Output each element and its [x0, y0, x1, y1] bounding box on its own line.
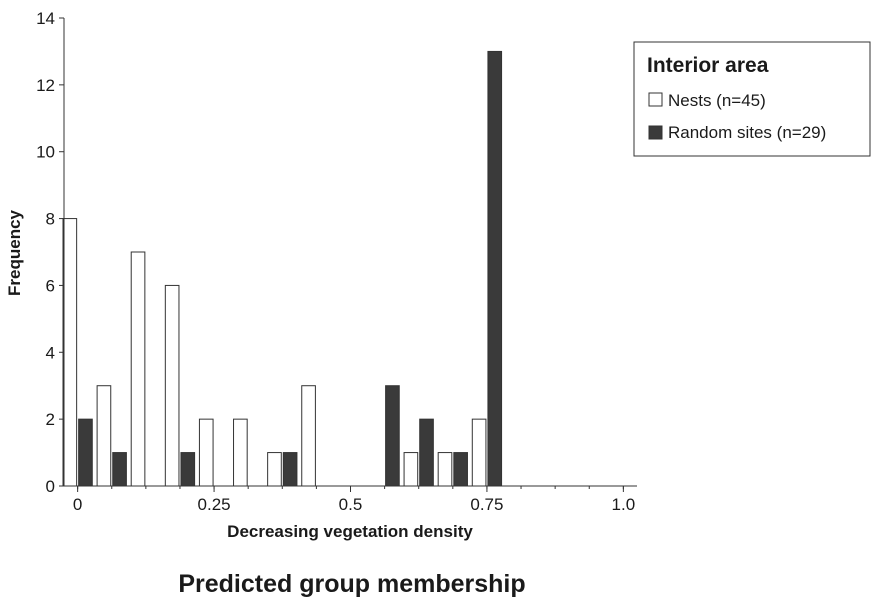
- y-tick-label: 14: [36, 9, 55, 28]
- bar-nests: [164, 284, 180, 487]
- plot-area: [62, 50, 503, 487]
- y-axis-title: Frequency: [5, 209, 24, 296]
- bar-nests: [471, 418, 487, 487]
- bar-random-sites: [112, 452, 127, 487]
- bar-nests: [403, 452, 419, 487]
- bar-random-sites: [419, 418, 434, 487]
- y-tick-label: 8: [46, 210, 55, 229]
- y-tick-label: 4: [46, 343, 55, 362]
- bar-nests: [301, 385, 316, 487]
- bar-nests: [130, 251, 146, 487]
- x-tick-label: 0: [73, 495, 82, 514]
- x-axis-title: Decreasing vegetation density: [227, 522, 473, 541]
- legend-swatch-random-sites: [648, 125, 663, 140]
- y-tick-label: 6: [46, 276, 55, 295]
- x-tick-label: 0.5: [339, 495, 363, 514]
- x-tick-label: 0.75: [470, 495, 503, 514]
- legend: Interior area Nests (n=45) Random sites …: [633, 41, 871, 157]
- bar-random-sites: [78, 418, 93, 487]
- bar-nests: [96, 385, 112, 487]
- chart-caption: Predicted group membership: [178, 570, 525, 598]
- bar-nests: [198, 418, 214, 487]
- y-tick-label: 10: [36, 143, 55, 162]
- legend-label-random-sites: Random sites (n=29): [668, 123, 826, 142]
- bar-nests: [267, 452, 282, 487]
- bar-nests: [233, 418, 248, 487]
- bar-random-sites: [453, 452, 468, 487]
- bar-random-sites: [487, 50, 503, 487]
- legend-title: Interior area: [647, 54, 769, 77]
- x-tick-label: 0.25: [198, 495, 231, 514]
- bar-nests: [62, 218, 78, 487]
- legend-frame: [633, 41, 871, 157]
- bar-random-sites: [282, 452, 298, 487]
- legend-label-nests: Nests (n=45): [668, 91, 766, 110]
- bar-nests: [437, 452, 453, 487]
- y-tick-label: 2: [46, 410, 55, 429]
- axes: 0 2 4 6 8 10 12 14 0 0.25 0.5 0.75 1.0: [36, 9, 637, 514]
- bar-random-sites: [385, 385, 400, 487]
- y-tick-label: 0: [46, 477, 55, 496]
- x-tick-label: 1.0: [612, 495, 636, 514]
- legend-swatch-nests: [648, 92, 663, 107]
- bar-random-sites: [180, 452, 196, 487]
- y-tick-label: 12: [36, 76, 55, 95]
